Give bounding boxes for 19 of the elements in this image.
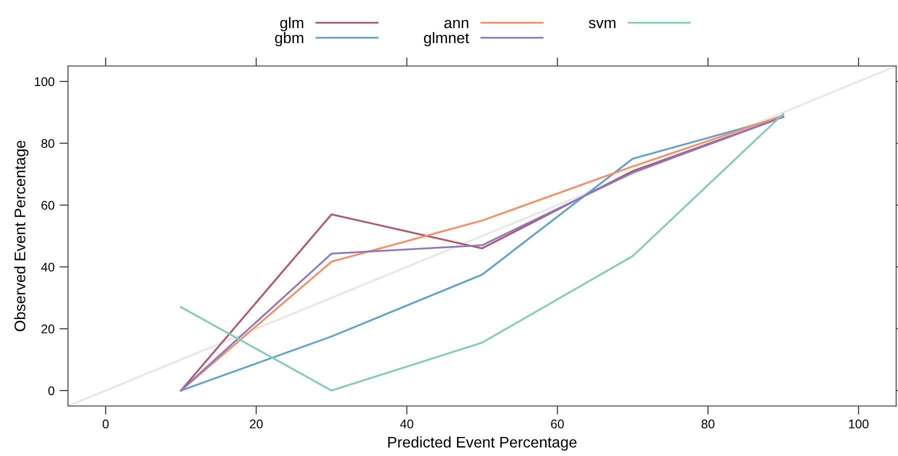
y-tick-label: 20: [42, 324, 54, 334]
y-tick-label: 100: [34, 77, 54, 86]
y-tick-label: 0: [48, 386, 54, 396]
x-tick-label: 20: [250, 420, 263, 428]
x-tick-label: 0: [102, 420, 109, 428]
x-tick-label: 40: [400, 420, 414, 428]
y-tick-label: 80: [41, 139, 54, 148]
x-axis-title: Predicted Event Percentage: [388, 436, 577, 451]
y-axis-title: Observed Event Percentage: [14, 140, 28, 332]
y-tick-label: 60: [42, 200, 54, 210]
legend-label: ann: [444, 20, 468, 28]
x-tick-label: 100: [849, 420, 868, 428]
legend-label: svm: [588, 20, 616, 28]
x-tick-label: 60: [551, 420, 564, 428]
legend-label: gbm: [275, 32, 304, 46]
legend-label: glmnet: [424, 32, 470, 46]
y-tick-label: 40: [41, 262, 54, 272]
x-tick-label: 80: [702, 420, 714, 428]
legend-label: glm: [280, 17, 304, 32]
